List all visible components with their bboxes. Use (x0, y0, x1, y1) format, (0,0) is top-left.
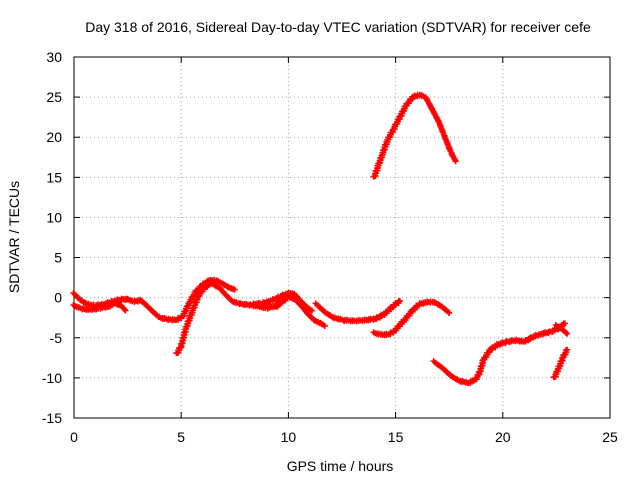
data-point (231, 286, 238, 293)
y-tick-label: -15 (42, 410, 62, 426)
axis-ticks: 0 5 10 15 20 25 -15 -10 -5 0 5 10 15 20 25 30 (42, 49, 618, 445)
series-arc-4 (173, 280, 283, 357)
x-tick-label: 5 (177, 429, 185, 445)
series-arc-8 (370, 298, 453, 339)
y-axis-label: SDTVAR / TECUs (6, 181, 22, 293)
grid-lines (74, 57, 610, 418)
x-tick-label: 25 (602, 429, 618, 445)
series-arc-12 (550, 346, 571, 381)
x-tick-label: 15 (388, 429, 404, 445)
x-tick-label: 10 (281, 429, 297, 445)
data-points (70, 91, 571, 387)
x-tick-label: 20 (495, 429, 511, 445)
y-tick-label: 15 (46, 169, 62, 185)
y-tick-label: 0 (54, 290, 62, 306)
series-arc-2 (70, 299, 129, 314)
x-axis-label: GPS time / hours (287, 458, 394, 474)
chart-title: Day 318 of 2016, Sidereal Day-to-day VTE… (85, 19, 591, 35)
x-tick-label: 0 (70, 429, 78, 445)
y-tick-label: 30 (46, 49, 62, 65)
y-tick-label: 20 (46, 129, 62, 145)
data-point (308, 307, 315, 314)
y-tick-label: 5 (54, 250, 62, 266)
data-point (564, 346, 571, 353)
series-arc-10 (430, 320, 568, 387)
y-tick-label: 10 (46, 209, 62, 225)
data-point (396, 297, 403, 304)
series-arc-7 (312, 297, 403, 325)
series-arc-11 (552, 322, 571, 337)
data-point (122, 307, 129, 314)
data-point (562, 329, 569, 336)
series-arc-3 (124, 276, 238, 324)
y-tick-label: 25 (46, 89, 62, 105)
y-tick-label: -10 (42, 370, 62, 386)
data-point (446, 309, 453, 316)
plot-frame (73, 56, 611, 419)
y-tick-label: -5 (50, 330, 63, 346)
series-arc-6 (271, 293, 328, 329)
data-point (564, 330, 571, 337)
series-arc-9 (370, 91, 459, 180)
data-point (561, 320, 568, 327)
data-point (321, 322, 328, 329)
data-point (452, 158, 459, 165)
